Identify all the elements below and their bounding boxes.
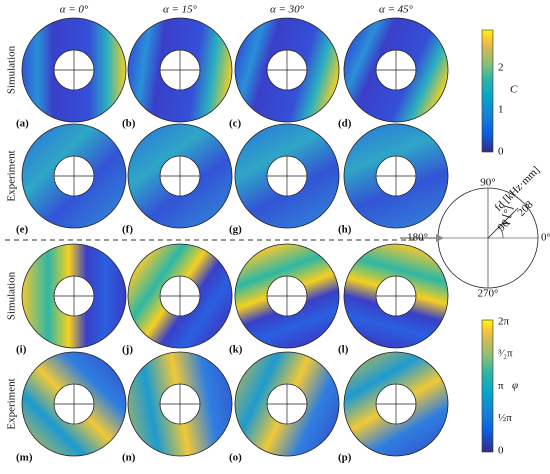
annulus-panel [127,17,233,123]
row-label: Simulation [6,45,18,94]
colorbar-label: φ [512,380,518,392]
annulus-panel [127,243,233,349]
row-label: Experiment [6,378,18,429]
panel-label: (d) [338,118,352,130]
annulus-panel [234,123,340,229]
colorbar-tick-label: 1 [498,104,504,116]
angle-label: 270° [478,288,499,300]
panel-label: (p) [338,452,352,464]
angle-label: 180° [407,232,428,244]
annulus-panel [234,17,340,123]
colorbar-tick-label: 0 [498,146,504,158]
annulus-panel [343,123,449,229]
annulus-panel [234,351,340,457]
panel-label: (f) [122,224,133,236]
row-label: Experiment [6,150,18,201]
annulus-panel [127,123,233,229]
panel-label: (l) [338,344,349,356]
annulus-panel [343,243,449,349]
panel-label: (a) [16,118,29,130]
colorbar-tick-label: π [498,380,504,392]
panel-label: (k) [229,344,243,356]
colorbar-tick-label: 0 [498,445,504,457]
colorbar-tick-label: ³⁄₂π [498,348,513,360]
colorbar-amplitude [481,29,494,153]
panel-label: (g) [229,224,242,236]
annulus-panel [21,123,127,229]
annulus-panel [234,243,340,349]
column-title: α = 0° [60,4,89,16]
row-label: Simulation [6,271,18,320]
angle-axis-label: γ [°] [498,205,515,228]
panel-label: (j) [122,344,133,356]
column-title: α = 30° [270,4,305,16]
column-title: α = 45° [379,4,414,16]
panel-label: (c) [229,118,242,130]
panel-label: (e) [16,224,29,236]
annulus-panel [127,351,233,457]
annulus-panel [21,243,127,349]
colorbar-tick-label: 2 [498,62,504,74]
column-title: α = 15° [163,4,198,16]
annulus-panel [21,351,127,457]
annulus-panel [343,351,449,457]
angle-label: 90° [480,177,495,189]
panel-label: (b) [122,118,136,130]
colorbar-tick-label: ½π [498,412,512,424]
panel-label: (n) [122,452,136,464]
colorbar-label: C [510,84,518,96]
panel-label: (o) [229,452,242,464]
annulus-panel [343,17,449,123]
panel-label: (m) [16,452,33,464]
colorbar-phase [481,319,494,453]
angle-label: 0° [541,232,550,244]
panel-label: (i) [16,344,27,356]
annulus-panel [21,17,127,123]
panel-label: (h) [338,224,352,236]
polar-legend [400,187,539,289]
colorbar-tick-label: 2π [498,315,510,327]
